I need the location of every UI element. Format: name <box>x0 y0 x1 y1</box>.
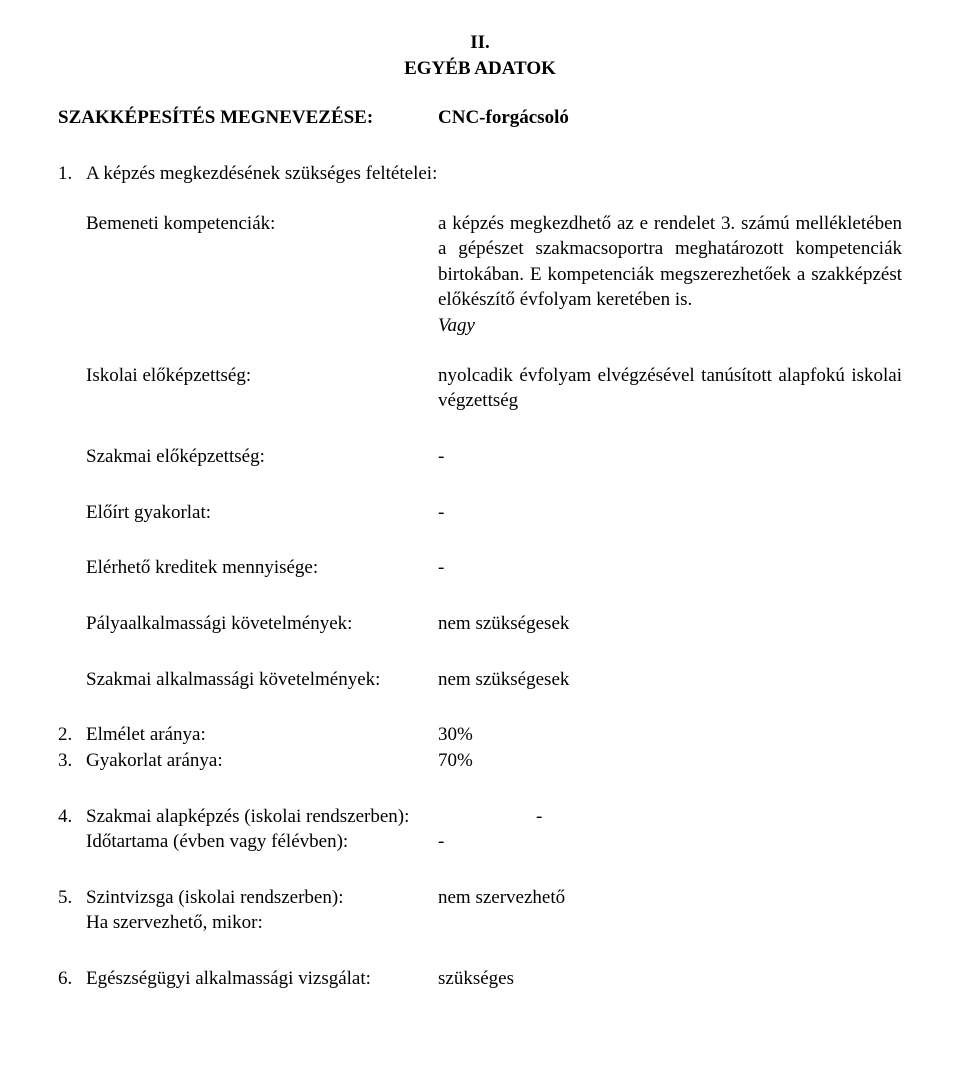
item-6: 6. Egészségügyi alkalmassági vizsgálat: … <box>58 966 902 992</box>
item-2-label: Elmélet aránya: <box>86 722 438 748</box>
kreditek-value: - <box>438 555 902 581</box>
section-title: EGYÉB ADATOK <box>58 56 902 82</box>
eloirt-gyakorlat-value: - <box>438 500 902 526</box>
szakmai-alkalmassagi-value: nem szükségesek <box>438 667 902 693</box>
bemeneti-label: Bemeneti kompetenciák: <box>86 211 438 237</box>
eloirt-gyakorlat-row: Előírt gyakorlat: - <box>86 500 902 526</box>
item-4-line1-value: - <box>536 804 542 830</box>
palyaalkalmassagi-value: nem szükségesek <box>438 611 902 637</box>
item-6-value: szükséges <box>438 966 514 992</box>
item-4-line1-label: Szakmai alapképzés (iskolai rendszerben)… <box>86 804 536 830</box>
palyaalkalmassagi-row: Pályaalkalmassági követelmények: nem szü… <box>86 611 902 637</box>
kreditek-row: Elérhető kreditek mennyisége: - <box>86 555 902 581</box>
item-5-line2-label: Ha szervezhető, mikor: <box>86 910 902 936</box>
section-roman: II. <box>58 30 902 56</box>
bemeneti-value-block: a képzés megkezdhető az e rendelet 3. sz… <box>438 211 902 339</box>
item-4-line2-value: - <box>438 829 444 855</box>
eloirt-gyakorlat-label: Előírt gyakorlat: <box>86 500 438 526</box>
bemeneti-value: a képzés megkezdhető az e rendelet 3. sz… <box>438 213 902 311</box>
item-5-num: 5. <box>58 885 86 936</box>
qualification-label: SZAKKÉPESÍTÉS MEGNEVEZÉSE: <box>58 105 438 131</box>
item-3-value: 70% <box>438 748 902 774</box>
iskolai-row: Iskolai előképzettség: nyolcadik évfolya… <box>86 363 902 414</box>
item-3-num: 3. <box>58 748 86 774</box>
item-1-num: 1. <box>58 161 86 187</box>
item-5-line1-value: nem szervezhető <box>438 885 565 911</box>
iskolai-label: Iskolai előképzettség: <box>86 363 438 389</box>
bemeneti-row: Bemeneti kompetenciák: a képzés megkezdh… <box>86 211 902 339</box>
szakmai-elokepzettseg-label: Szakmai előképzettség: <box>86 444 438 470</box>
iskolai-value: nyolcadik évfolyam elvégzésével tanúsíto… <box>438 363 902 414</box>
item-2: 2. Elmélet aránya: 30% <box>58 722 902 748</box>
item-4: 4. Szakmai alapképzés (iskolai rendszerb… <box>58 804 902 855</box>
item-4-num: 4. <box>58 804 86 855</box>
kreditek-label: Elérhető kreditek mennyisége: <box>86 555 438 581</box>
item-4-line2-label: Időtartama (évben vagy félévben): <box>86 829 438 855</box>
item-6-label: Egészségügyi alkalmassági vizsgálat: <box>86 966 438 992</box>
palyaalkalmassagi-label: Pályaalkalmassági követelmények: <box>86 611 438 637</box>
item-1: 1. A képzés megkezdésének szükséges felt… <box>58 161 902 187</box>
item-3: 3. Gyakorlat aránya: 70% <box>58 748 902 774</box>
item-5: 5. Szintvizsga (iskolai rendszerben): ne… <box>58 885 902 936</box>
document-page: II. EGYÉB ADATOK SZAKKÉPESÍTÉS MEGNEVEZÉ… <box>0 0 960 1073</box>
item-2-value: 30% <box>438 722 902 748</box>
szakmai-elokepzettseg-row: Szakmai előképzettség: - <box>86 444 902 470</box>
item-1-text: A képzés megkezdésének szükséges feltéte… <box>86 161 902 187</box>
szakmai-alkalmassagi-row: Szakmai alkalmassági követelmények: nem … <box>86 667 902 693</box>
qualification-row: SZAKKÉPESÍTÉS MEGNEVEZÉSE: CNC-forgácsol… <box>58 105 902 131</box>
item-3-label: Gyakorlat aránya: <box>86 748 438 774</box>
qualification-value: CNC-forgácsoló <box>438 105 902 131</box>
bemeneti-vagy: Vagy <box>438 313 902 339</box>
item-6-num: 6. <box>58 966 86 992</box>
szakmai-alkalmassagi-label: Szakmai alkalmassági követelmények: <box>86 667 438 693</box>
item-5-line1-label: Szintvizsga (iskolai rendszerben): <box>86 885 438 911</box>
szakmai-elokepzettseg-value: - <box>438 444 902 470</box>
item-2-num: 2. <box>58 722 86 748</box>
